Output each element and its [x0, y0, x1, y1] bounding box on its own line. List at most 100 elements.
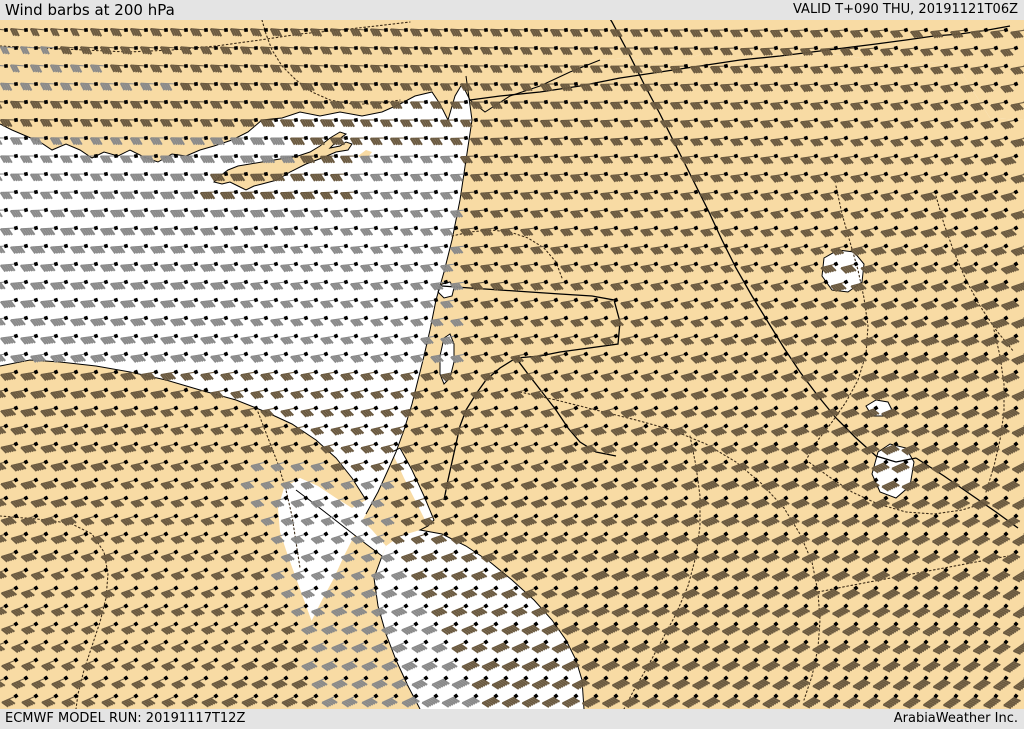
- wind-barb: [499, 45, 519, 56]
- barb-feather: [424, 47, 431, 55]
- barb-feather: [494, 29, 501, 37]
- wind-barb: [649, 27, 669, 38]
- wind-barb: [29, 27, 48, 37]
- barb-feather: [542, 47, 548, 56]
- wind-barb: [659, 45, 679, 56]
- barb-feather: [69, 64, 76, 73]
- barb-feather: [532, 65, 538, 74]
- station-dot: [143, 99, 149, 105]
- barb-feather: [352, 28, 358, 37]
- station-dot: [593, 45, 599, 51]
- barb-feather: [262, 46, 268, 55]
- barb-feather: [914, 30, 921, 38]
- barb-feather: [296, 65, 303, 73]
- station-dot: [193, 117, 199, 123]
- barb-feather: [232, 64, 238, 73]
- border-jordan-syria-saudi: [441, 285, 621, 457]
- barb-feather: [382, 46, 388, 55]
- station-dot: [413, 45, 419, 51]
- barb-feather: [449, 28, 456, 37]
- barb-feather: [212, 64, 218, 73]
- station-dot: [413, 117, 419, 123]
- barb-feather: [516, 29, 523, 38]
- barb-feather: [196, 65, 203, 73]
- station-dot: [403, 63, 409, 69]
- barb-feather: [626, 47, 633, 56]
- wind-barb: [599, 45, 619, 56]
- barb-feather: [616, 29, 623, 38]
- barb-feather: [569, 29, 576, 37]
- wind-barb: [339, 45, 359, 55]
- barb-feather: [454, 28, 460, 37]
- barb-feather: [332, 28, 338, 37]
- barb-feather: [512, 65, 518, 74]
- station-dot: [73, 117, 79, 123]
- barb-feather: [539, 47, 546, 55]
- barb-feather: [489, 28, 496, 37]
- barb-shaft: [0, 64, 7, 67]
- barb-feather: [409, 28, 416, 37]
- barb-feather: [866, 48, 874, 56]
- wind-barb: [589, 63, 609, 74]
- barb-feather: [666, 47, 673, 56]
- barb-feather: [784, 48, 791, 56]
- barb-feather: [669, 29, 676, 38]
- station-dot: [363, 135, 369, 141]
- border-levant-inland: [451, 229, 563, 279]
- barb-feather: [419, 46, 426, 55]
- barb-feather: [459, 46, 466, 55]
- wind-barb: [609, 27, 629, 38]
- wind-barb: [629, 27, 649, 38]
- station-dot: [23, 99, 29, 105]
- wind-barb: [79, 45, 99, 55]
- barb-feather: [514, 65, 521, 74]
- barb-feather: [699, 47, 706, 56]
- station-dot: [43, 63, 49, 69]
- station-dot: [373, 81, 379, 87]
- barb-feather: [592, 29, 598, 38]
- barb-feather: [574, 65, 581, 74]
- wind-barb: [839, 45, 859, 57]
- barb-feather: [344, 46, 350, 55]
- barb-feather: [336, 28, 343, 37]
- barb-feather: [54, 64, 60, 73]
- barb-feather: [152, 64, 158, 73]
- barb-feather: [474, 65, 481, 74]
- barb-feather: [534, 29, 541, 37]
- barb-feather: [359, 46, 366, 55]
- station-dot: [303, 135, 309, 141]
- wind-barb: [329, 63, 349, 73]
- barb-feather: [604, 47, 611, 56]
- barb-feather: [686, 47, 693, 56]
- barb-feather: [684, 47, 691, 56]
- station-dot: [293, 81, 299, 87]
- barb-feather: [319, 46, 326, 55]
- barb-feather: [882, 48, 889, 57]
- barb-feather: [919, 49, 927, 57]
- station-dot: [533, 81, 539, 87]
- wind-barb: [309, 63, 329, 73]
- station-dot: [353, 45, 359, 51]
- station-dot: [463, 63, 469, 69]
- barb-feather: [309, 64, 316, 73]
- station-dot: [513, 81, 519, 87]
- barb-feather: [86, 46, 93, 55]
- barb-feather: [829, 30, 837, 38]
- wind-barb: [39, 45, 59, 55]
- wind-barb: [489, 63, 509, 74]
- barb-feather: [256, 28, 263, 37]
- barb-feather: [172, 64, 178, 73]
- barb-feather: [839, 48, 847, 57]
- barb-feather: [122, 46, 128, 55]
- station-dot: [133, 81, 139, 87]
- barb-feather: [236, 28, 243, 37]
- station-dot: [53, 117, 59, 123]
- wind-barb: [119, 45, 139, 55]
- station-dot: [693, 45, 699, 51]
- barb-feather: [649, 29, 656, 38]
- barb-feather: [486, 47, 493, 56]
- station-dot: [503, 63, 509, 69]
- wind-barb: [399, 45, 419, 55]
- barb-feather: [9, 64, 16, 73]
